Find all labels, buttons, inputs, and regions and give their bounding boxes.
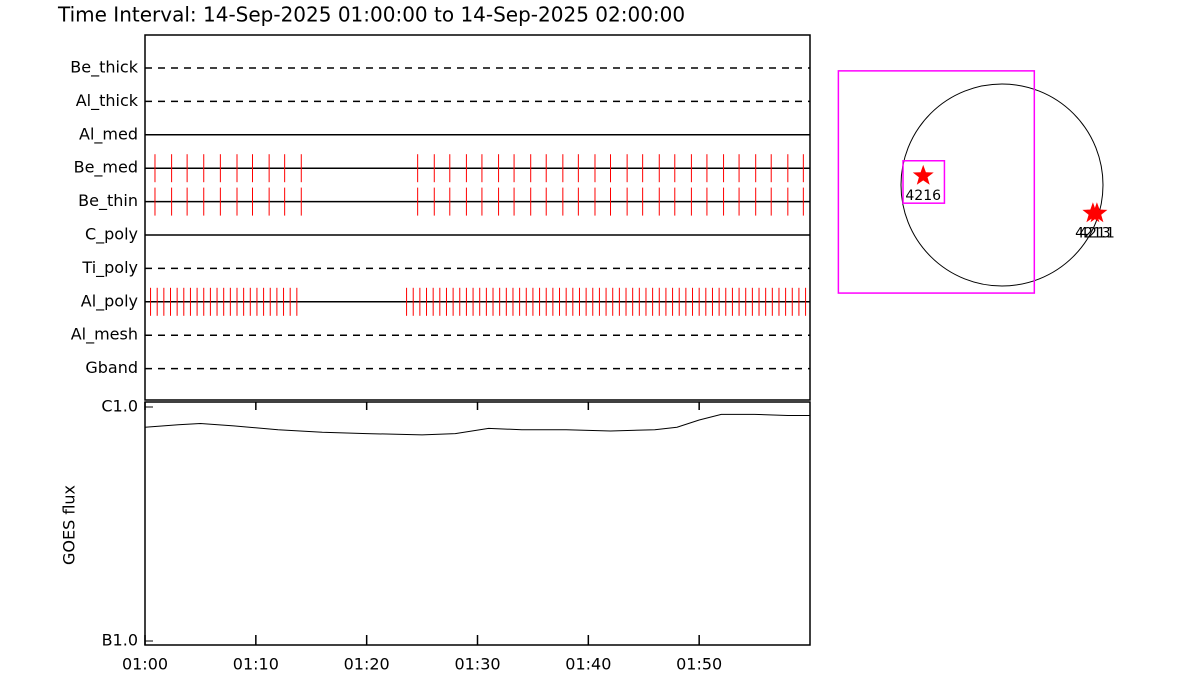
x-tick-label: 01:30 bbox=[454, 655, 500, 674]
x-tick-label: 01:40 bbox=[565, 655, 611, 674]
region-marker bbox=[912, 164, 934, 185]
region-marker bbox=[1082, 202, 1104, 223]
y-tick-label: B1.0 bbox=[102, 631, 138, 650]
region-label: 4216 bbox=[905, 188, 941, 204]
timeline-frame bbox=[144, 34, 811, 401]
filter-label: Be_med bbox=[74, 158, 138, 178]
goes-frame bbox=[144, 401, 811, 646]
x-tick-label: 01:20 bbox=[344, 655, 390, 674]
filter-label: Al_med bbox=[79, 124, 138, 144]
filter-label: Ti_poly bbox=[81, 258, 138, 278]
filter-label: Al_thick bbox=[76, 91, 139, 111]
filter-label: Be_thick bbox=[70, 58, 138, 78]
field-of-view bbox=[837, 70, 1036, 294]
region-label: 4213 bbox=[1075, 225, 1111, 241]
goes-curve bbox=[144, 413, 810, 436]
field-of-view bbox=[902, 160, 946, 204]
solar-disc bbox=[900, 83, 1104, 287]
y-tick-label: C1.0 bbox=[101, 397, 138, 416]
x-tick-label: 01:50 bbox=[676, 655, 722, 674]
chart-title: Time Interval: 14-Sep-2025 01:00:00 to 1… bbox=[57, 3, 685, 27]
filter-label: Al_mesh bbox=[71, 325, 138, 345]
filter-label: Gband bbox=[85, 358, 138, 377]
filter-label: Be_thin bbox=[78, 191, 138, 211]
region-label: 4211 bbox=[1079, 225, 1115, 241]
x-tick-label: 01:10 bbox=[233, 655, 279, 674]
y-axis-label: GOES flux bbox=[60, 485, 79, 565]
x-tick-label: 01:00 bbox=[122, 655, 168, 674]
filter-label: C_poly bbox=[85, 225, 138, 245]
filter-label: Al_poly bbox=[81, 291, 138, 311]
